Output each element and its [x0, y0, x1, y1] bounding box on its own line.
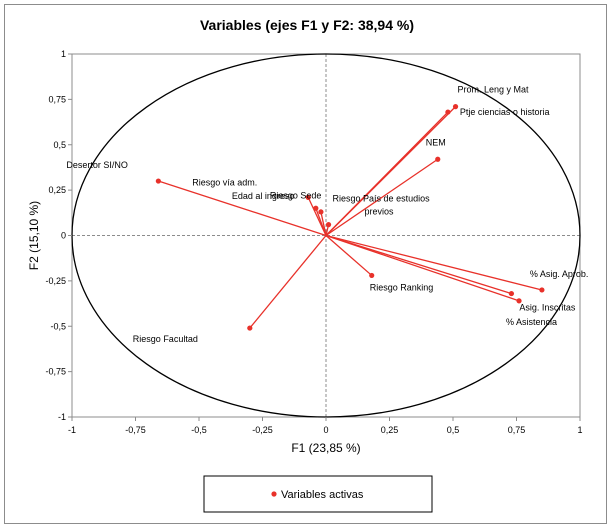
vector-point	[318, 209, 324, 215]
vector-point	[452, 104, 459, 110]
x-tick-label: 1	[577, 425, 582, 435]
legend-box	[203, 475, 433, 513]
y-tick-label: 0,75	[48, 94, 66, 104]
vector-label: Desertor SI/NO	[66, 160, 128, 170]
y-tick-label: 0	[61, 231, 66, 241]
vector-label: Riesgo País de estudios previos	[333, 194, 431, 217]
vector-label: % Asistencia	[506, 317, 557, 327]
y-tick-label: -0,25	[45, 276, 66, 286]
vector-label: % Asig. Aprob.	[530, 269, 589, 279]
x-tick-label: 0	[323, 425, 328, 435]
x-tick-label: 0,75	[508, 425, 526, 435]
vector-label: Riesgo Sede	[270, 190, 322, 200]
y-tick-label: -0,75	[45, 367, 66, 377]
variable-vectors	[155, 104, 545, 331]
x-tick-label: -0,5	[191, 425, 207, 435]
vector-point	[313, 205, 319, 211]
y-tick-label: -1	[58, 412, 66, 422]
x-tick-label: -1	[68, 425, 76, 435]
legend-marker	[271, 491, 277, 497]
vector-line	[249, 235, 327, 329]
vector-point	[247, 325, 253, 331]
vector-label: Prom. Leng y Mat	[458, 85, 530, 95]
vector-label: NEM	[426, 137, 446, 147]
vector-line	[315, 208, 327, 236]
tick-labels: -1 -0,75 -0,5 -0,25 0 0,25 0,5 0,75 1 1 0,75 0,5 0,2…	[45, 49, 582, 435]
vector-line	[325, 235, 373, 276]
vector-point	[539, 287, 545, 293]
vector-label: Riesgo Ranking	[370, 282, 434, 292]
vector-point	[445, 109, 451, 115]
legend: Variables activas	[203, 475, 433, 513]
x-axis-label: F1 (23,85 %)	[291, 441, 360, 455]
y-tick-label: 1	[61, 49, 66, 59]
vector-point	[305, 194, 311, 200]
y-axis-label: F2 (15,10 %)	[27, 201, 41, 270]
vector-point	[369, 272, 375, 279]
vector-point	[516, 298, 522, 304]
x-tick-label: -0,25	[252, 425, 273, 435]
vector-label: Edad al ingreso	[232, 191, 295, 201]
variable-labels: Prom. Leng y Mat Ptje ciencias o historia…	[66, 85, 588, 344]
vector-label: Riesgo vía adm.	[192, 177, 257, 187]
vector-label: Asig. Inscritas	[519, 303, 576, 313]
vector-line	[158, 180, 327, 237]
x-tick-label: 0,5	[447, 425, 460, 435]
vector-line	[320, 211, 327, 236]
vector-point	[508, 290, 515, 297]
vector-line	[325, 158, 439, 237]
x-tick-label: -0,75	[125, 425, 146, 435]
vector-label: Riesgo Facultad	[133, 334, 198, 344]
vector-point	[435, 156, 441, 162]
vector-label: Ptje ciencias o historia	[460, 107, 550, 117]
y-tick-label: -0,5	[50, 321, 66, 331]
y-tick-label: 0,25	[48, 185, 66, 195]
y-tick-label: 0,5	[53, 140, 66, 150]
vector-line	[325, 234, 512, 295]
x-tick-label: 0,25	[381, 425, 399, 435]
vector-line	[325, 234, 543, 291]
legend-entry: Variables activas	[281, 489, 364, 501]
vector-line	[325, 234, 520, 302]
vector-point	[155, 178, 161, 184]
chart-frame	[4, 4, 607, 524]
chart-title: Variables (ejes F1 y F2: 38,94 %)	[200, 17, 414, 33]
vector-line	[325, 111, 449, 236]
vector-point	[325, 222, 332, 228]
